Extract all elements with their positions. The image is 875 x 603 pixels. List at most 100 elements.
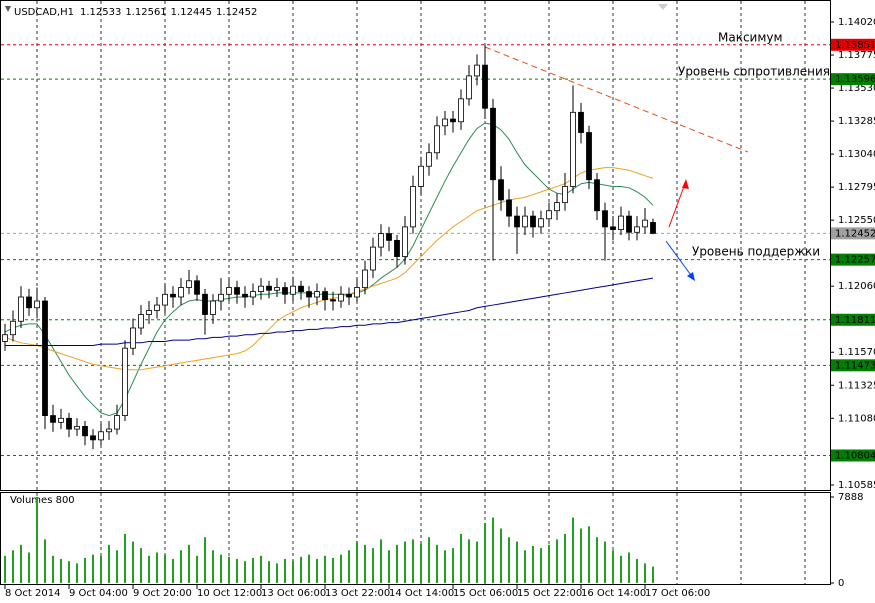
arrow-up-head <box>682 179 689 189</box>
candle-body <box>274 287 280 291</box>
candle-body <box>234 287 240 295</box>
candle-body <box>426 152 432 167</box>
menu-icon <box>5 6 11 12</box>
candle-body <box>530 215 536 228</box>
header: USDCAD,H1 1.12533 1.12561 1.12445 1.12452 <box>14 7 257 18</box>
x-tick-label: 17 Oct 06:00 <box>645 588 710 599</box>
trend-line <box>484 46 749 153</box>
open: 1.12533 <box>80 7 121 18</box>
x-tick-label: 15 Oct 22:00 <box>517 588 582 599</box>
candle-body <box>90 435 96 441</box>
x-tick-label: 13 Oct 22:00 <box>325 588 390 599</box>
candle-body <box>410 186 416 228</box>
volume-panel <box>0 492 831 585</box>
candle-body <box>506 199 512 217</box>
candle-body <box>162 293 168 306</box>
annotation: Уровень сопротивления <box>678 65 830 79</box>
candle-body <box>226 287 232 295</box>
candle-body <box>114 415 120 430</box>
x-tick-label: 10 Oct 12:00 <box>197 588 262 599</box>
candle-body <box>314 291 320 298</box>
candle-body <box>282 287 288 295</box>
level-label: 1.11811 <box>835 315 875 326</box>
candle-body <box>186 280 192 288</box>
y-tick-label: 1.13775 <box>838 50 875 61</box>
price-panel <box>0 0 831 491</box>
ma-line <box>4 167 654 371</box>
candle-body <box>482 64 488 109</box>
candle-body <box>18 296 24 322</box>
candle-body <box>642 219 648 228</box>
candle-body <box>130 327 136 349</box>
candle-body <box>586 132 592 181</box>
level-label: 1.12452 <box>835 228 875 239</box>
candle-body <box>202 293 208 315</box>
corner-icon <box>658 4 668 10</box>
level-tag <box>831 227 875 240</box>
candle-body <box>650 222 656 234</box>
candle-body <box>98 431 104 441</box>
candle-body <box>26 296 32 309</box>
candle-body <box>82 425 88 437</box>
candle-body <box>306 291 312 298</box>
y-tick-label: 1.13530 <box>838 83 875 94</box>
candle-body <box>378 233 384 248</box>
x-tick-label: 8 Oct 2014 <box>5 588 60 599</box>
candle-body <box>570 111 576 187</box>
candle-body <box>618 215 624 230</box>
level-label: 1.10804 <box>835 450 875 461</box>
y-tick-label: 1.11570 <box>838 347 875 358</box>
level-tag <box>831 449 875 462</box>
candle-body <box>34 300 40 309</box>
candle-body <box>58 417 64 423</box>
candle-body <box>194 280 200 295</box>
candle-body <box>330 299 336 302</box>
candle-body <box>258 285 264 292</box>
x-tick-label: 9 Oct 04:00 <box>69 588 128 599</box>
x-tick-label: 9 Oct 20:00 <box>133 588 192 599</box>
candle-body <box>298 285 304 292</box>
x-tick-label: 14 Oct 14:00 <box>389 588 454 599</box>
annotation: Уровень поддержки <box>692 245 820 259</box>
candle-body <box>178 287 184 298</box>
candle-body <box>538 218 544 228</box>
candle-body <box>322 291 328 301</box>
y-tick-label: 1.13040 <box>838 149 875 160</box>
candle-body <box>170 293 176 298</box>
candle-body <box>490 107 496 181</box>
annotation: Максимум <box>718 31 783 45</box>
candle-body <box>594 179 600 212</box>
y-tick-label: 1.12795 <box>838 182 875 193</box>
candle-body <box>562 186 568 204</box>
y-tick-label: 1.11080 <box>838 413 875 424</box>
candle-body <box>346 293 352 298</box>
candle-body <box>74 425 80 430</box>
candle-body <box>370 246 376 271</box>
close: 1.12452 <box>216 7 257 18</box>
candle-body <box>250 291 256 298</box>
candle-body <box>498 179 504 201</box>
candle-body <box>2 334 8 342</box>
y-tick-label: 1.13285 <box>838 116 875 127</box>
candle-body <box>122 347 128 416</box>
candle-body <box>42 300 48 416</box>
x-tick-label: 16 Oct 14:00 <box>581 588 646 599</box>
candle-body <box>362 269 368 288</box>
candle-body <box>10 320 16 336</box>
candle-body <box>106 428 112 433</box>
y-tick-label: 1.14020 <box>838 17 875 28</box>
y-tick-label: 1.12550 <box>838 215 875 226</box>
y-tick-label: 1.10585 <box>838 480 875 491</box>
level-tag <box>831 38 875 51</box>
high: 1.12561 <box>125 7 166 18</box>
candle-body <box>442 118 448 127</box>
symbol: USDCAD,H1 <box>14 7 74 18</box>
volume-title: Volumes 800 <box>10 495 75 506</box>
candle-body <box>338 293 344 302</box>
level-label: 1.13596 <box>835 74 875 85</box>
level-tag <box>831 359 875 372</box>
candle-body <box>290 285 296 295</box>
candle-body <box>218 293 224 302</box>
level-tag <box>831 73 875 86</box>
candle-body <box>474 64 480 77</box>
